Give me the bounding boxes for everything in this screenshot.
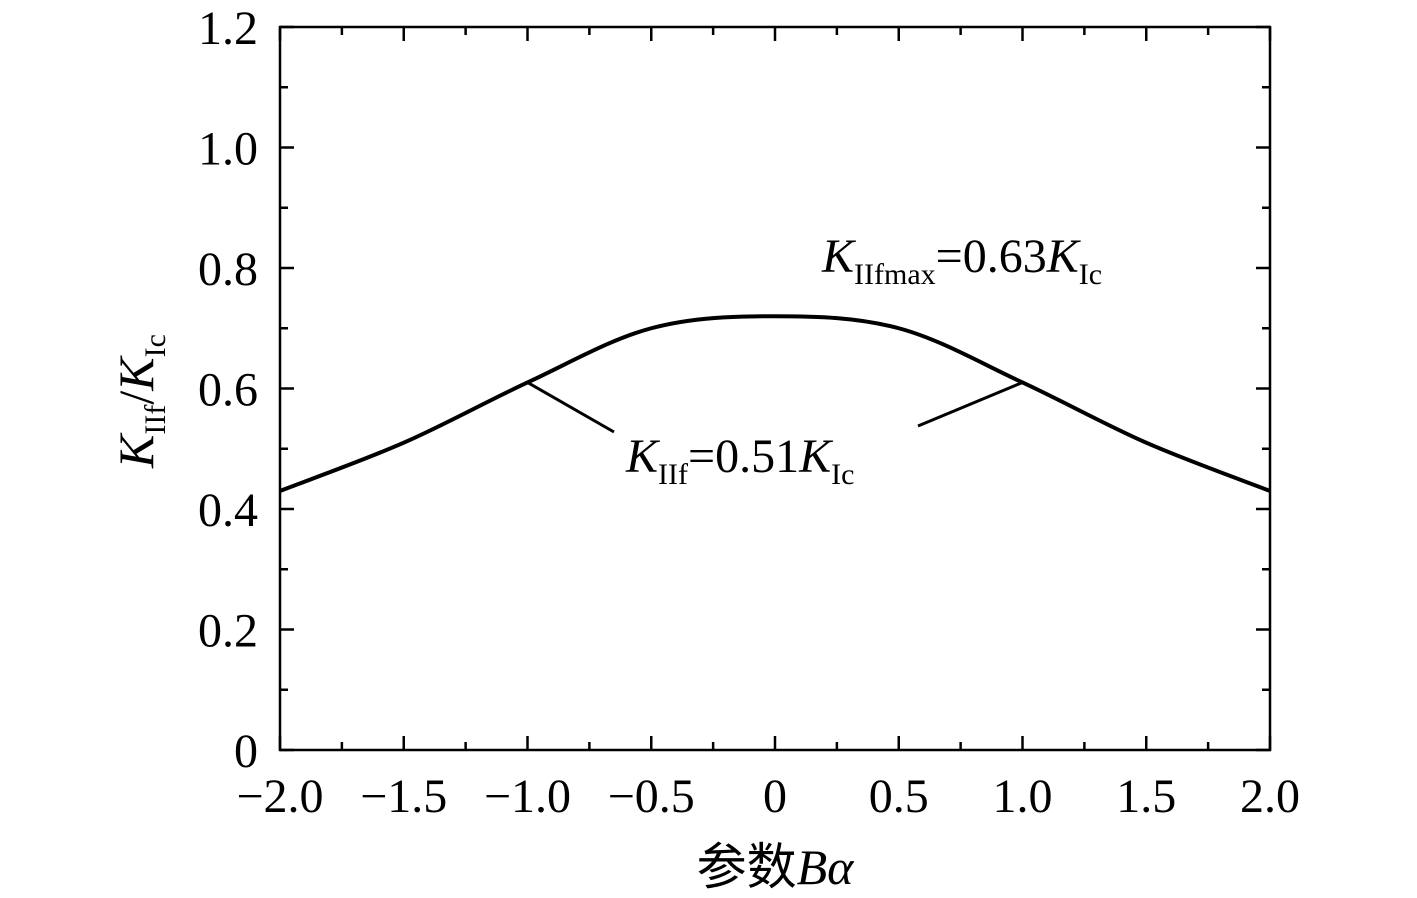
x-axis-title: 参数Bα — [697, 839, 856, 895]
plot-frame-rect — [278, 25, 1272, 752]
x-tick-label: −1.5 — [360, 770, 447, 823]
y-tick-label: 0.8 — [198, 243, 258, 296]
x-tick-label: 1.5 — [1116, 770, 1176, 823]
ticks — [278, 25, 1272, 752]
y-tick-label: 1.2 — [198, 2, 258, 55]
series-line-0 — [279, 314, 1271, 493]
anno-max-sub2: Ic — [1079, 258, 1102, 291]
y-tick-labels: 0 0.2 0.4 0.6 0.8 1.0 1.2 — [198, 2, 258, 778]
y-title-sub2: Ic — [139, 334, 172, 357]
anno-int-sub: IIf — [658, 458, 688, 491]
x-tick-label: −1.0 — [484, 770, 571, 823]
y-title-sep: / — [108, 391, 164, 405]
annotation-max: KIIfmax=0.63KIc — [821, 230, 1102, 291]
y-tick-label: 0.4 — [198, 484, 258, 537]
y-tick-label: 1.0 — [198, 123, 258, 176]
annotation-leaders — [526, 381, 1024, 434]
y-tick-label: 0.2 — [198, 605, 258, 658]
anno-max-sub: IIfmax — [854, 258, 936, 291]
plot-frame — [278, 25, 1272, 752]
x-axis-title-prefix: 参数 — [697, 839, 797, 895]
y-tick-label: 0 — [234, 725, 258, 778]
y-title-k: K — [108, 432, 164, 469]
leader-line-left — [526, 381, 615, 434]
x-tick-label: 0.5 — [869, 770, 929, 823]
anno-max-k2: K — [1046, 230, 1082, 283]
anno-int-k: K — [625, 430, 661, 483]
leader-line-right — [917, 381, 1024, 428]
anno-max-k: K — [821, 230, 857, 283]
x-tick-labels: −2.0 −1.5 −1.0 −0.5 0 0.5 1.0 1.5 2.0 — [236, 770, 1300, 823]
anno-int-sub2: Ic — [831, 458, 854, 491]
x-tick-label: −0.5 — [608, 770, 695, 823]
y-title-k2: K — [108, 355, 164, 392]
x-axis-title-var: Bα — [797, 839, 856, 895]
anno-int-k2: K — [798, 430, 834, 483]
annotation-intersection: KIIf=0.51KIc — [625, 430, 854, 491]
x-tick-label: −2.0 — [236, 770, 323, 823]
anno-max-value: =0.63 — [936, 230, 1047, 283]
y-tick-label: 0.6 — [198, 364, 258, 417]
series — [279, 314, 1271, 493]
y-axis-title: KIIf/KIc — [108, 334, 172, 469]
x-tick-label: 0 — [763, 770, 787, 823]
x-tick-label: 1.0 — [993, 770, 1053, 823]
x-tick-label: 2.0 — [1240, 770, 1300, 823]
y-title-sub1: IIf — [139, 405, 172, 435]
anno-int-value: =0.51 — [688, 430, 799, 483]
